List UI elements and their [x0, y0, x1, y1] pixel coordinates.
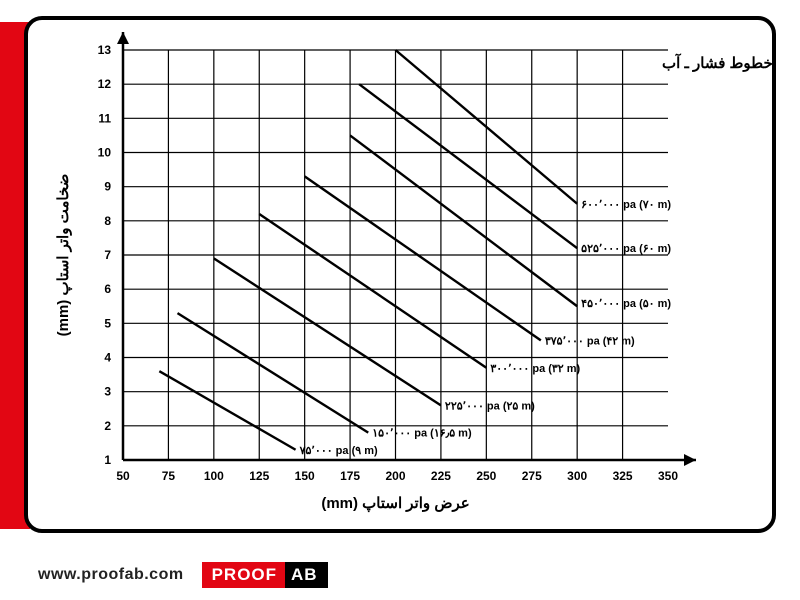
svg-text:7: 7	[104, 248, 111, 262]
svg-text:4: 4	[104, 351, 111, 365]
svg-text:۷۵٬۰۰۰ pa (۹ m): ۷۵٬۰۰۰ pa (۹ m)	[299, 445, 378, 457]
svg-text:75: 75	[162, 469, 176, 483]
page-root: 5075100125150175200225250275300325350123…	[0, 0, 800, 600]
svg-text:۴۵۰٬۰۰۰ pa (۵۰ m): ۴۵۰٬۰۰۰ pa (۵۰ m)	[581, 298, 671, 310]
footer: www.proofab.com PROOF AB	[0, 550, 800, 600]
svg-text:100: 100	[204, 469, 224, 483]
svg-text:150: 150	[295, 469, 315, 483]
svg-text:125: 125	[249, 469, 269, 483]
svg-text:12: 12	[98, 77, 112, 91]
logo-part-proof: PROOF	[202, 562, 285, 588]
svg-text:350: 350	[658, 469, 678, 483]
logo-part-ab: AB	[285, 562, 328, 588]
svg-text:۶۰۰٬۰۰۰ pa (۷۰ m): ۶۰۰٬۰۰۰ pa (۷۰ m)	[581, 199, 671, 211]
svg-text:8: 8	[104, 214, 111, 228]
svg-text:175: 175	[340, 469, 360, 483]
svg-text:1: 1	[104, 453, 111, 467]
svg-text:خطوط فشار ـ آب: خطوط فشار ـ آب	[662, 53, 772, 72]
svg-text:50: 50	[116, 469, 130, 483]
svg-text:325: 325	[613, 469, 633, 483]
svg-text:۳۷۵٬۰۰۰ pa (۴۲ m): ۳۷۵٬۰۰۰ pa (۴۲ m)	[545, 335, 635, 347]
svg-text:9: 9	[104, 180, 111, 194]
svg-text:2: 2	[104, 419, 111, 433]
svg-text:300: 300	[567, 469, 587, 483]
brand-logo: PROOF AB	[202, 561, 328, 589]
pressure-chart: 5075100125150175200225250275300325350123…	[28, 20, 772, 529]
svg-text:۱۵۰٬۰۰۰ pa (۱۶٫۵ m): ۱۵۰٬۰۰۰ pa (۱۶٫۵ m)	[372, 428, 472, 440]
svg-text:250: 250	[476, 469, 496, 483]
footer-url[interactable]: www.proofab.com	[38, 566, 184, 584]
svg-text:10: 10	[98, 146, 112, 160]
svg-text:13: 13	[98, 43, 112, 57]
svg-text:عرض واتر استاپ (mm): عرض واتر استاپ (mm)	[321, 495, 469, 513]
svg-text:11: 11	[98, 111, 111, 125]
svg-text:5: 5	[104, 316, 111, 330]
svg-text:۵۲۵٬۰۰۰ pa (۶۰ m): ۵۲۵٬۰۰۰ pa (۶۰ m)	[581, 243, 671, 255]
svg-text:200: 200	[385, 469, 405, 483]
svg-text:6: 6	[104, 282, 111, 296]
svg-text:ضخامت واتر استاپ (mm): ضخامت واتر استاپ (mm)	[55, 174, 73, 337]
svg-text:225: 225	[431, 469, 451, 483]
svg-text:۲۲۵٬۰۰۰ pa (۲۵ m): ۲۲۵٬۰۰۰ pa (۲۵ m)	[445, 400, 535, 412]
chart-frame: 5075100125150175200225250275300325350123…	[24, 16, 776, 533]
svg-text:۳۰۰٬۰۰۰ pa (۳۲ m): ۳۰۰٬۰۰۰ pa (۳۲ m)	[490, 363, 580, 375]
svg-text:3: 3	[104, 385, 111, 399]
svg-text:275: 275	[522, 469, 542, 483]
